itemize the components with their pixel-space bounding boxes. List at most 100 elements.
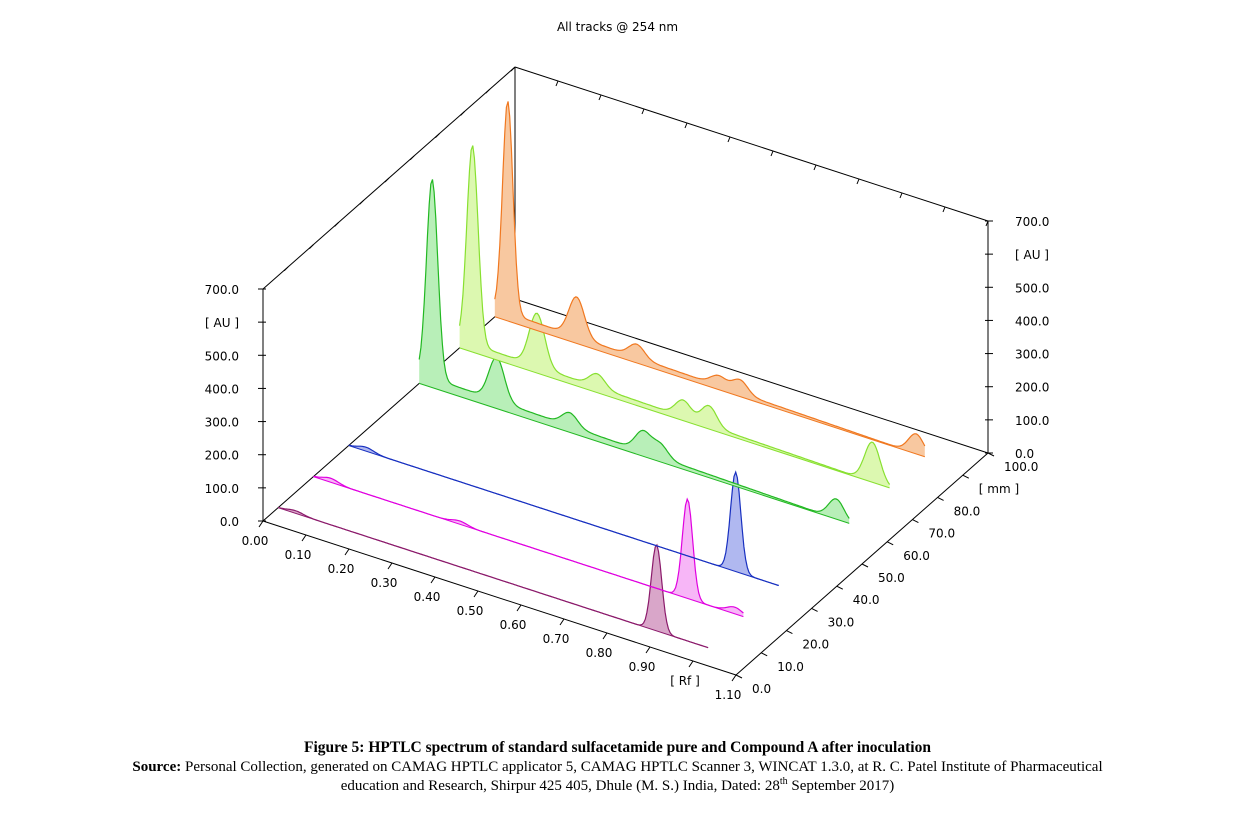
- z-tick-label: 10.0: [777, 660, 804, 674]
- x-axis-line: [262, 520, 737, 676]
- track-4-baseline: [419, 382, 850, 524]
- z-tick: [836, 585, 844, 590]
- x-tick: [430, 576, 436, 584]
- x-tick: [602, 632, 608, 640]
- x-tick-label: 1.10: [715, 688, 742, 702]
- x-tick: [258, 520, 264, 528]
- x-tick: [688, 660, 694, 668]
- right-y-tick-label: 300.0: [1015, 348, 1049, 362]
- z-tick: [987, 452, 995, 457]
- top-depth-tick: [409, 155, 415, 161]
- track-5-line: [459, 145, 891, 485]
- x-tick: [344, 548, 350, 556]
- x-tick-label: 0.30: [371, 576, 398, 590]
- top-depth-tick: [359, 199, 365, 205]
- z-tick-label: 70.0: [928, 527, 955, 541]
- right-y-tick-label: 0.0: [1015, 447, 1034, 461]
- z-axis-label: [ mm ]: [979, 482, 1019, 496]
- z-tick: [912, 519, 919, 524]
- top-back-line: [514, 66, 989, 222]
- y-tick-label: 100.0: [205, 482, 239, 496]
- track-3-baseline: [348, 445, 779, 586]
- track-6-line: [494, 101, 926, 447]
- z-tick-label: 100.0: [1004, 460, 1038, 474]
- y-axis-label: [ AU ]: [205, 316, 239, 330]
- back-base-line: [514, 298, 989, 454]
- x-tick-label: 0.90: [629, 660, 656, 674]
- figure-caption-title: Figure 5: HPTLC spectrum of standard sul…: [304, 739, 931, 756]
- top-depth-tick: [485, 88, 491, 94]
- top-depth-tick: [283, 266, 289, 272]
- x-tick: [516, 604, 522, 612]
- track-4-line: [418, 179, 850, 519]
- top-back-tick: [598, 94, 602, 101]
- top-depth-tick: [384, 177, 390, 183]
- z-tick-label: 50.0: [878, 571, 905, 585]
- z-tick: [811, 607, 818, 612]
- x-tick-label: 0.10: [285, 548, 312, 562]
- x-tick-label: 0.50: [457, 604, 484, 618]
- x-tick: [559, 618, 565, 626]
- top-depth-tick: [510, 66, 516, 72]
- right-y-tick-label: 100.0: [1015, 414, 1049, 428]
- y-tick-label: 400.0: [205, 382, 239, 396]
- right-y-tick-label: 500.0: [1015, 281, 1049, 295]
- source-text-2b: September 2017): [787, 778, 895, 794]
- top-back-tick: [770, 150, 774, 157]
- z-tick-label: 0.0: [752, 682, 771, 696]
- track-5-baseline: [459, 347, 890, 489]
- track-6-baseline: [494, 316, 925, 458]
- z-tick-label: 40.0: [853, 593, 880, 607]
- top-depth-tick: [460, 111, 465, 116]
- x-tick-label: 0.20: [328, 562, 355, 576]
- y-tick-label: 200.0: [205, 449, 239, 463]
- z-tick-label: 30.0: [828, 615, 855, 629]
- top-back-tick: [684, 122, 688, 129]
- top-back-tick: [942, 206, 946, 213]
- top-back-tick: [813, 164, 817, 171]
- z-tick: [937, 496, 944, 501]
- chart-frame: [258, 66, 995, 682]
- x-tick: [301, 534, 307, 542]
- y-tick-label: 500.0: [205, 349, 239, 363]
- z-tick: [735, 674, 743, 679]
- right-y-tick-label: 200.0: [1015, 381, 1049, 395]
- x-tick: [645, 646, 651, 654]
- x-tick-label: 0.70: [543, 632, 570, 646]
- top-depth-tick: [309, 244, 314, 249]
- top-back-tick: [641, 108, 645, 115]
- x-tick-label: 0.40: [414, 590, 441, 604]
- right-y-tick-label: 400.0: [1015, 314, 1049, 328]
- x-tick: [731, 674, 737, 682]
- top-back-tick: [985, 220, 989, 227]
- top-depth-tick: [334, 222, 339, 227]
- top-back-tick: [555, 80, 559, 87]
- chart-title: All tracks @ 254 nm: [556, 20, 679, 34]
- chart-tracks: [277, 101, 926, 649]
- z-tick: [886, 541, 894, 546]
- track-2-baseline: [313, 476, 744, 618]
- top-back-tick: [899, 192, 903, 199]
- z-tick: [861, 563, 869, 568]
- z-tick: [760, 652, 768, 657]
- z-tick: [786, 630, 793, 635]
- track-6-area: [494, 101, 925, 457]
- right-y-axis-label: [ AU ]: [1015, 248, 1049, 262]
- top-back-tick: [727, 136, 731, 143]
- right-y-tick-label: 700.0: [1015, 215, 1049, 229]
- x-tick-label: 0.00: [242, 534, 269, 548]
- figure-caption-source: Source: Personal Collection, generated o…: [40, 758, 1195, 796]
- x-tick: [387, 562, 393, 570]
- y-tick-label: 0.0: [220, 515, 239, 529]
- top-back-tick: [856, 178, 860, 185]
- source-text-2a: education and Research, Shirpur 425 405,…: [340, 778, 780, 794]
- x-axis-label: [ Rf ]: [670, 674, 700, 688]
- source-text-1: Personal Collection, generated on CAMAG …: [181, 759, 1103, 775]
- z-tick-label: 20.0: [802, 638, 829, 652]
- x-tick-label: 0.60: [500, 618, 527, 632]
- source-sup: th: [779, 776, 788, 787]
- top-depth-tick: [435, 133, 440, 138]
- track-1-baseline: [277, 507, 709, 649]
